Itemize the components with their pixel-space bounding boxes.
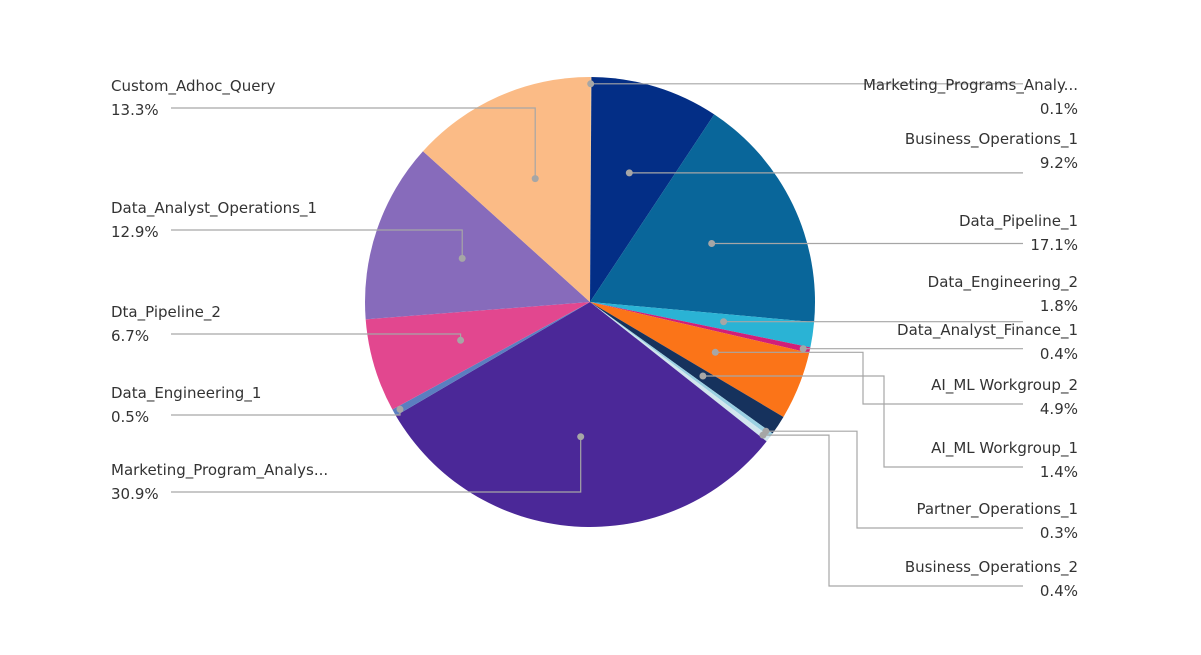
- leader-line-business-operations-2: [763, 434, 1023, 587]
- leader-line-ai-ml-workgroup-1: [702, 375, 1023, 468]
- leader-dot-marketing-programs-analy: [587, 80, 595, 88]
- slice-label-data-pipeline-1: Data_Pipeline_1: [959, 212, 1078, 231]
- leader-dot-data-pipeline-1: [708, 240, 716, 247]
- leader-dot-custom-adhoc-query: [531, 175, 539, 183]
- pie-slice-business-operations-2[interactable]: [590, 302, 771, 442]
- slice-percent-marketing-program-analys: 30.9%: [111, 485, 159, 503]
- slice-percent-data-pipeline-1: 17.1%: [1030, 236, 1078, 254]
- pie-slice-ai-ml-workgroup-2[interactable]: [590, 302, 810, 417]
- slice-percent-ai-ml-workgroup-1: 1.4%: [1040, 463, 1078, 481]
- leader-dot-data-engineering-1: [396, 405, 404, 413]
- slice-percent-custom-adhoc-query: 13.3%: [111, 101, 159, 119]
- slice-label-business-operations-2: Business_Operations_2: [905, 558, 1078, 577]
- leader-dot-ai-ml-workgroup-2: [711, 348, 719, 356]
- leader-dot-data-engineering-2: [720, 318, 728, 326]
- slice-percent-business-operations-1: 9.2%: [1040, 154, 1078, 172]
- leader-line-data-analyst-operations-1: [171, 229, 463, 259]
- pie-slice-business-operations-1[interactable]: [590, 77, 715, 302]
- leader-line-marketing-program-analys: [171, 436, 582, 493]
- pie-slice-data-analyst-finance-1[interactable]: [590, 302, 811, 353]
- leader-line-partner-operations-1: [765, 430, 1023, 529]
- leader-dot-data-analyst-operations-1: [458, 254, 466, 262]
- slice-label-data-engineering-2: Data_Engineering_2: [928, 273, 1078, 292]
- leader-line-custom-adhoc-query: [171, 107, 536, 179]
- slice-label-custom-adhoc-query: Custom_Adhoc_Query: [111, 77, 276, 96]
- slice-percent-data-engineering-1: 0.5%: [111, 408, 149, 426]
- slice-percent-ai-ml-workgroup-2: 4.9%: [1040, 400, 1078, 418]
- slice-label-partner-operations-1: Partner_Operations_1: [916, 500, 1078, 519]
- slice-label-data-engineering-1: Data_Engineering_1: [111, 384, 261, 403]
- pie-slice-data-pipeline-1[interactable]: [590, 114, 816, 323]
- pie-slice-marketing-programs-analy[interactable]: [590, 76, 592, 303]
- slice-percent-business-operations-2: 0.4%: [1040, 582, 1078, 600]
- leader-dot-ai-ml-workgroup-1: [699, 372, 707, 380]
- labels-group: Marketing_Programs_Analy... 0.1% Business_…: [111, 76, 1078, 600]
- slice-percent-data-analyst-finance-1: 0.4%: [1040, 345, 1078, 363]
- slice-percent-data-analyst-operations-1: 12.9%: [111, 223, 159, 241]
- pie-slice-ai-ml-workgroup-1[interactable]: [590, 302, 784, 434]
- pie-slice-data-engineering-1[interactable]: [392, 302, 590, 416]
- pie-slice-marketing-program-analys[interactable]: [395, 302, 767, 527]
- slice-label-data-analyst-finance-1: Data_Analyst_Finance_1: [897, 321, 1078, 340]
- slice-percent-data-engineering-2: 1.8%: [1040, 297, 1078, 315]
- slice-label-ai-ml-workgroup-1: AI_ML Workgroup_1: [931, 439, 1078, 458]
- pie-slice-data-analyst-operations-1[interactable]: [365, 151, 590, 320]
- slice-percent-marketing-programs-analy: 0.1%: [1040, 100, 1078, 118]
- leader-dot-business-operations-1: [625, 169, 633, 177]
- slice-label-ai-ml-workgroup-2: AI_ML Workgroup_2: [931, 376, 1078, 395]
- slice-percent-partner-operations-1: 0.3%: [1040, 524, 1078, 542]
- slice-label-business-operations-1: Business_Operations_1: [905, 130, 1078, 149]
- leader-dot-marketing-program-analys: [577, 433, 585, 441]
- pie-slice-dta-pipeline-2[interactable]: [365, 302, 590, 410]
- slices-group: [365, 76, 816, 527]
- slice-label-dta-pipeline-2: Dta_Pipeline_2: [111, 303, 221, 322]
- leader-line-data-engineering-1: [171, 409, 401, 416]
- pie-slice-partner-operations-1[interactable]: [590, 302, 773, 437]
- leader-dot-data-analyst-finance-1: [799, 345, 807, 353]
- pie-slice-custom-adhoc-query[interactable]: [422, 77, 590, 302]
- slice-label-data-analyst-operations-1: Data_Analyst_Operations_1: [111, 199, 317, 218]
- leader-dot-dta-pipeline-2: [457, 336, 465, 344]
- slice-percent-dta-pipeline-2: 6.7%: [111, 327, 149, 345]
- slice-label-marketing-programs-analy: Marketing_Programs_Analy...: [863, 76, 1078, 95]
- leader-dot-business-operations-2: [759, 431, 767, 439]
- leader-lines-group: [171, 80, 1023, 587]
- pie-slice-data-engineering-2[interactable]: [590, 302, 815, 348]
- slice-label-marketing-program-analys: Marketing_Program_Analys...: [111, 461, 328, 480]
- leader-line-ai-ml-workgroup-2: [715, 351, 1023, 405]
